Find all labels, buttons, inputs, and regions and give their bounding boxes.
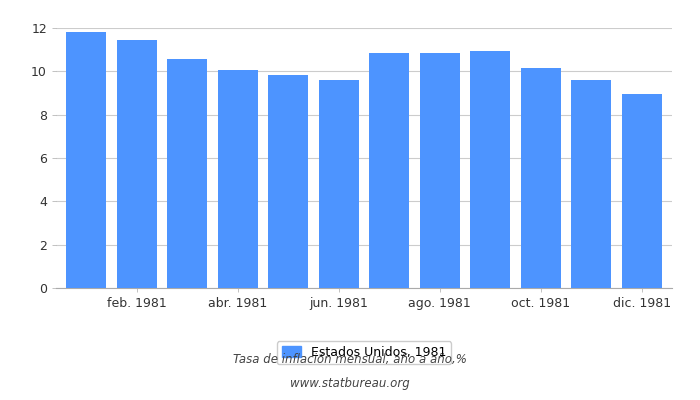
Bar [66, 32, 106, 288]
Bar [117, 40, 157, 288]
Text: www.statbureau.org: www.statbureau.org [290, 378, 410, 390]
Bar [571, 80, 611, 288]
Bar [521, 68, 561, 288]
Text: Tasa de inflación mensual, año a año,%: Tasa de inflación mensual, año a año,% [233, 354, 467, 366]
Bar [318, 80, 359, 288]
Bar [167, 60, 207, 288]
Bar [622, 94, 662, 288]
Bar [268, 75, 309, 288]
Bar [470, 51, 510, 288]
Bar [369, 53, 410, 288]
Legend: Estados Unidos, 1981: Estados Unidos, 1981 [277, 341, 451, 364]
Bar [218, 70, 258, 288]
Bar [419, 53, 460, 288]
